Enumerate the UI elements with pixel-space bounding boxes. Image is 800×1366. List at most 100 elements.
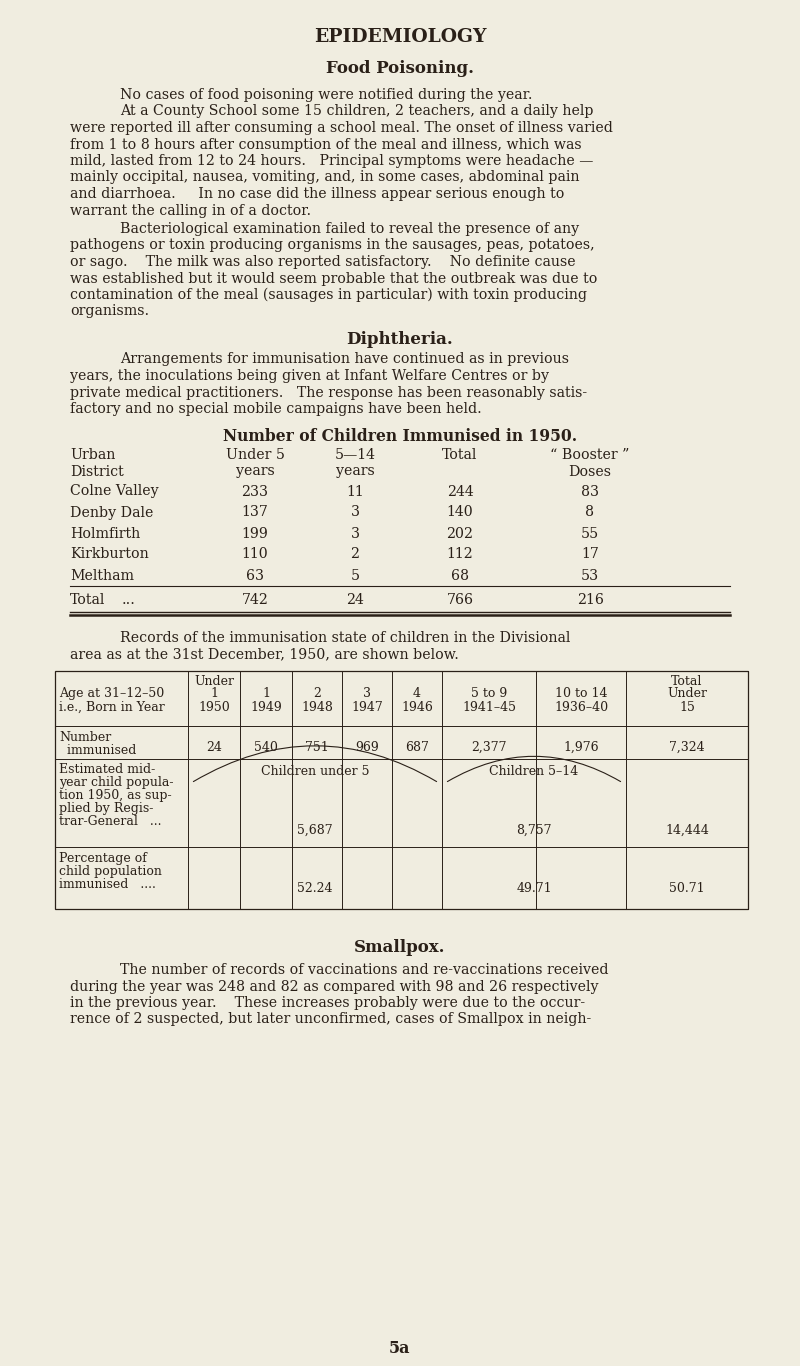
Text: ...: ... (122, 593, 136, 608)
Text: was established but it would seem probable that the outbreak was due to: was established but it would seem probab… (70, 272, 598, 285)
Text: in the previous year.    These increases probably were due to the occur-: in the previous year. These increases pr… (70, 996, 585, 1009)
Text: At a County School some 15 children, 2 teachers, and a daily help: At a County School some 15 children, 2 t… (120, 105, 594, 119)
Text: Under: Under (194, 675, 234, 688)
Text: 3: 3 (350, 526, 359, 541)
Text: EPIDEMIOLOGY: EPIDEMIOLOGY (314, 27, 486, 46)
Text: plied by Regis-: plied by Regis- (59, 802, 154, 816)
Text: were reported ill after consuming a school meal. The onset of illness varied: were reported ill after consuming a scho… (70, 122, 613, 135)
Text: No cases of food poisoning were notified during the year.: No cases of food poisoning were notified… (120, 87, 533, 102)
Text: Estimated mid-: Estimated mid- (59, 764, 155, 776)
Text: warrant the calling in of a doctor.: warrant the calling in of a doctor. (70, 204, 311, 217)
Text: 68: 68 (451, 568, 469, 582)
Text: 244: 244 (446, 485, 474, 499)
Text: 63: 63 (246, 568, 264, 582)
Text: trar-General   ...: trar-General ... (59, 816, 162, 828)
Text: Total: Total (442, 448, 478, 462)
Text: 1: 1 (210, 687, 218, 699)
Text: 1936–40: 1936–40 (554, 701, 608, 714)
Text: pathogens or toxin producing organisms in the sausages, peas, potatoes,: pathogens or toxin producing organisms i… (70, 239, 594, 253)
Text: Meltham: Meltham (70, 568, 134, 582)
Text: Children 5–14: Children 5–14 (490, 765, 578, 779)
Text: 3: 3 (350, 505, 359, 519)
Text: 2: 2 (350, 548, 359, 561)
Text: mainly occipital, nausea, vomiting, and, in some cases, abdominal pain: mainly occipital, nausea, vomiting, and,… (70, 171, 579, 184)
Text: 1946: 1946 (401, 701, 433, 714)
Text: 8,757: 8,757 (516, 824, 552, 837)
Text: 1: 1 (262, 687, 270, 699)
Text: years: years (336, 464, 374, 478)
Text: and diarrhoea.     In no case did the illness appear serious enough to: and diarrhoea. In no case did the illnes… (70, 187, 564, 201)
Text: 7,324: 7,324 (669, 740, 705, 754)
Text: Doses: Doses (569, 464, 611, 478)
Text: during the year was 248 and 82 as compared with 98 and 26 respectively: during the year was 248 and 82 as compar… (70, 979, 598, 993)
Text: i.e., Born in Year: i.e., Born in Year (59, 701, 165, 714)
Text: Total: Total (70, 593, 106, 608)
Text: 15: 15 (679, 701, 695, 714)
Text: Number: Number (59, 731, 111, 744)
Text: Urban: Urban (70, 448, 115, 462)
Text: 53: 53 (581, 568, 599, 582)
Text: 1950: 1950 (198, 701, 230, 714)
Text: 687: 687 (405, 740, 429, 754)
Text: 14,444: 14,444 (665, 824, 709, 837)
Text: immunised: immunised (59, 744, 136, 757)
Text: 3: 3 (363, 687, 371, 699)
Text: 5a: 5a (390, 1340, 410, 1356)
Text: year child popula-: year child popula- (59, 776, 174, 790)
Text: “ Booster ”: “ Booster ” (550, 448, 630, 462)
Text: Records of the immunisation state of children in the Divisional: Records of the immunisation state of chi… (120, 631, 570, 645)
Text: 5,687: 5,687 (297, 824, 333, 837)
Text: Bacteriological examination failed to reveal the presence of any: Bacteriological examination failed to re… (120, 223, 579, 236)
Text: 5—14: 5—14 (334, 448, 375, 462)
Text: private medical practitioners.   The response has been reasonably satis-: private medical practitioners. The respo… (70, 385, 587, 399)
Text: 110: 110 (242, 548, 268, 561)
Text: 5: 5 (350, 568, 359, 582)
Text: organisms.: organisms. (70, 305, 149, 318)
Text: District: District (70, 464, 124, 478)
Text: 969: 969 (355, 740, 379, 754)
Text: Diphtheria.: Diphtheria. (346, 331, 454, 347)
Text: 751: 751 (305, 740, 329, 754)
Text: 8: 8 (586, 505, 594, 519)
Text: rence of 2 suspected, but later unconfirmed, cases of Smallpox in neigh-: rence of 2 suspected, but later unconfir… (70, 1012, 591, 1026)
Text: 50.71: 50.71 (669, 882, 705, 895)
Text: The number of records of vaccinations and re-vaccinations received: The number of records of vaccinations an… (120, 963, 609, 977)
Text: 5 to 9: 5 to 9 (471, 687, 507, 699)
Text: 24: 24 (346, 593, 364, 608)
Text: Number of Children Immunised in 1950.: Number of Children Immunised in 1950. (223, 428, 577, 445)
Text: 17: 17 (581, 548, 599, 561)
Bar (55, 671, 748, 908)
Text: 202: 202 (446, 526, 474, 541)
Text: contamination of the meal (sausages in particular) with toxin producing: contamination of the meal (sausages in p… (70, 288, 587, 302)
Text: 83: 83 (581, 485, 599, 499)
Text: Colne Valley: Colne Valley (70, 485, 158, 499)
Text: area as at the 31st December, 1950, are shown below.: area as at the 31st December, 1950, are … (70, 647, 459, 661)
Text: years: years (236, 464, 274, 478)
Text: Percentage of: Percentage of (59, 852, 147, 865)
Text: 1,976: 1,976 (563, 740, 599, 754)
Text: Children under 5: Children under 5 (261, 765, 370, 779)
Text: 4: 4 (413, 687, 421, 699)
Text: 216: 216 (577, 593, 603, 608)
Text: or sago.    The milk was also reported satisfactory.    No definite cause: or sago. The milk was also reported sati… (70, 255, 576, 269)
Text: mild, lasted from 12 to 24 hours.   Principal symptoms were headache —: mild, lasted from 12 to 24 hours. Princi… (70, 154, 594, 168)
Text: Kirkburton: Kirkburton (70, 548, 149, 561)
Text: child population: child population (59, 865, 162, 878)
Text: Under: Under (667, 687, 707, 699)
Text: Under 5: Under 5 (226, 448, 285, 462)
Text: 1949: 1949 (250, 701, 282, 714)
Text: 540: 540 (254, 740, 278, 754)
Text: Age at 31–12–50: Age at 31–12–50 (59, 687, 164, 699)
Text: years, the inoculations being given at Infant Welfare Centres or by: years, the inoculations being given at I… (70, 369, 549, 382)
Text: 55: 55 (581, 526, 599, 541)
Text: immunised   ....: immunised .... (59, 878, 156, 891)
Text: 140: 140 (446, 505, 474, 519)
Text: 10 to 14: 10 to 14 (554, 687, 607, 699)
Text: 49.71: 49.71 (516, 882, 552, 895)
Text: 137: 137 (242, 505, 269, 519)
Text: 2,377: 2,377 (471, 740, 506, 754)
Text: 1947: 1947 (351, 701, 383, 714)
Text: 52.24: 52.24 (298, 882, 333, 895)
Text: 199: 199 (242, 526, 269, 541)
Text: 766: 766 (446, 593, 474, 608)
